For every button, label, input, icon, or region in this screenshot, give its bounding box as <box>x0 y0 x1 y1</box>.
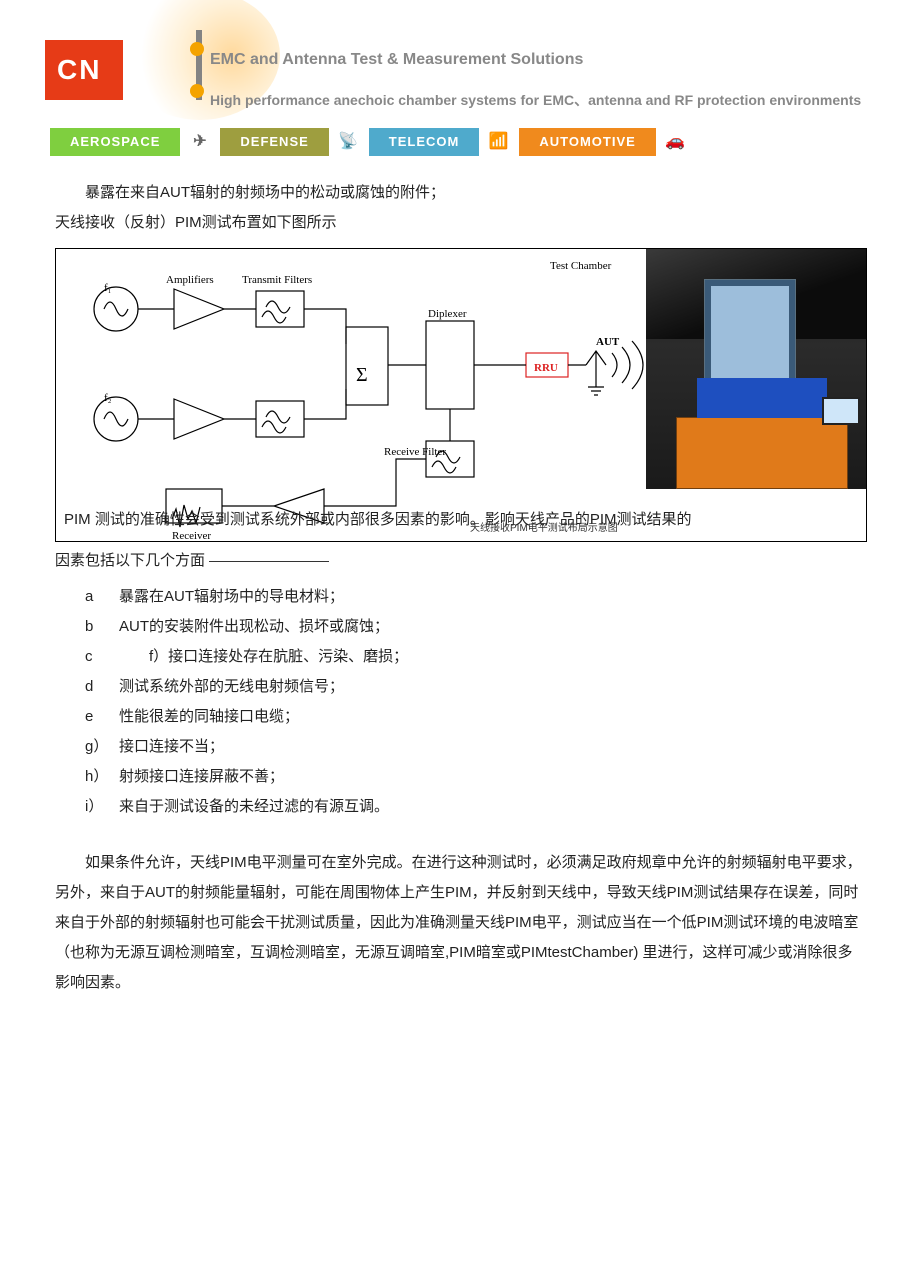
subtitle-2: High performance anechoic chamber system… <box>210 86 861 114</box>
intro-line: 暴露在来自AUT辐射的射频场中的松动或腐蚀的附件； <box>55 178 865 208</box>
item-text: f）接口连接处存在肮脏、污染、磨损； <box>119 642 408 672</box>
factors-intro: 因素包括以下几个方面 <box>55 546 865 576</box>
item-text: AUT的安装附件出现松动、损坏或腐蚀； <box>119 612 389 642</box>
marker: h） <box>85 762 119 792</box>
tab-telecom: TELECOM 📶 <box>369 128 480 156</box>
paragraph-2: 如果条件允许，天线PIM电平测量可在室外完成。在进行这种测试时，必须满足政府规章… <box>55 848 865 998</box>
list-item: d测试系统外部的无线电射频信号； <box>85 672 865 702</box>
marker: e <box>85 702 119 732</box>
item-text: 暴露在AUT辐射场中的导电材料； <box>119 582 344 612</box>
tab-label: DEFENSE <box>240 129 308 155</box>
label-test-chamber: Test Chamber <box>550 255 611 277</box>
label-diplexer: Diplexer <box>428 303 466 325</box>
tab-aerospace: AEROSPACE ✈ <box>50 128 180 156</box>
tab-defense: DEFENSE 📡 <box>220 128 328 156</box>
label-aut: AUT <box>596 331 619 353</box>
tab-automotive: AUTOMOTIVE 🚗 <box>519 128 655 156</box>
factors-list: a暴露在AUT辐射场中的导电材料； bAUT的安装附件出现松动、损坏或腐蚀； c… <box>85 582 865 822</box>
item-text: 射频接口连接屏蔽不善； <box>119 762 284 792</box>
category-tabs: AEROSPACE ✈ DEFENSE 📡 TELECOM 📶 AUTOMOTI… <box>50 128 656 156</box>
tab-label: AEROSPACE <box>70 129 160 155</box>
decor-dot <box>190 84 204 98</box>
list-item: i）来自于测试设备的未经过滤的有源互调。 <box>85 792 865 822</box>
label-f1: f₁ <box>104 277 112 299</box>
item-text: 来自于测试设备的未经过滤的有源互调。 <box>119 792 389 822</box>
marker: b <box>85 612 119 642</box>
page-header: CN EMC and Antenna Test & Measurement So… <box>0 0 920 160</box>
list-item: a暴露在AUT辐射场中的导电材料； <box>85 582 865 612</box>
label-amplifiers: Amplifiers <box>166 269 214 291</box>
marker: c <box>85 642 119 672</box>
radar-icon: 📡 <box>331 128 367 156</box>
car-icon: 🚗 <box>658 128 694 156</box>
test-setup-diagram: f₁ f₂ Amplifiers Transmit Filters Σ Dipl… <box>55 248 867 542</box>
document-content: 暴露在来自AUT辐射的射频场中的松动或腐蚀的附件； 天线接收（反射）PIM测试布… <box>0 160 920 1053</box>
list-item: g）接口连接不当； <box>85 732 865 762</box>
chamber-photo <box>646 249 866 489</box>
item-text: 性能很差的同轴接口电缆； <box>119 702 299 732</box>
decor-dot <box>190 42 204 56</box>
logo: CN <box>45 40 123 100</box>
label-tx-filters: Transmit Filters <box>242 269 312 291</box>
item-text: 测试系统外部的无线电射频信号； <box>119 672 344 702</box>
marker: i） <box>85 792 119 822</box>
label-sigma: Σ <box>356 355 368 395</box>
antenna-icon: 📶 <box>481 128 517 156</box>
tab-label: AUTOMOTIVE <box>539 129 635 155</box>
marker: g） <box>85 732 119 762</box>
label-f2: f₂ <box>104 387 112 409</box>
label-rru: RRU <box>534 357 558 379</box>
list-item: e性能很差的同轴接口电缆； <box>85 702 865 732</box>
list-item: h）射频接口连接屏蔽不善； <box>85 762 865 792</box>
list-item: bAUT的安装附件出现松动、损坏或腐蚀； <box>85 612 865 642</box>
list-item: c f）接口连接处存在肮脏、污染、磨损； <box>85 642 865 672</box>
marker: d <box>85 672 119 702</box>
marker: a <box>85 582 119 612</box>
tab-label: TELECOM <box>389 129 460 155</box>
item-text: 接口连接不当； <box>119 732 224 762</box>
line-2: 天线接收（反射）PIM测试布置如下图所示 <box>55 208 865 238</box>
label-rx-filter: Receive Filter <box>384 441 446 463</box>
diagram-caption: 天线接收PIM电平测试布局示意图 <box>470 519 618 539</box>
subtitle-1: EMC and Antenna Test & Measurement Solut… <box>210 44 583 76</box>
photo-monitor <box>822 397 860 425</box>
photo-rig <box>676 417 848 489</box>
plane-icon: ✈ <box>182 128 218 156</box>
